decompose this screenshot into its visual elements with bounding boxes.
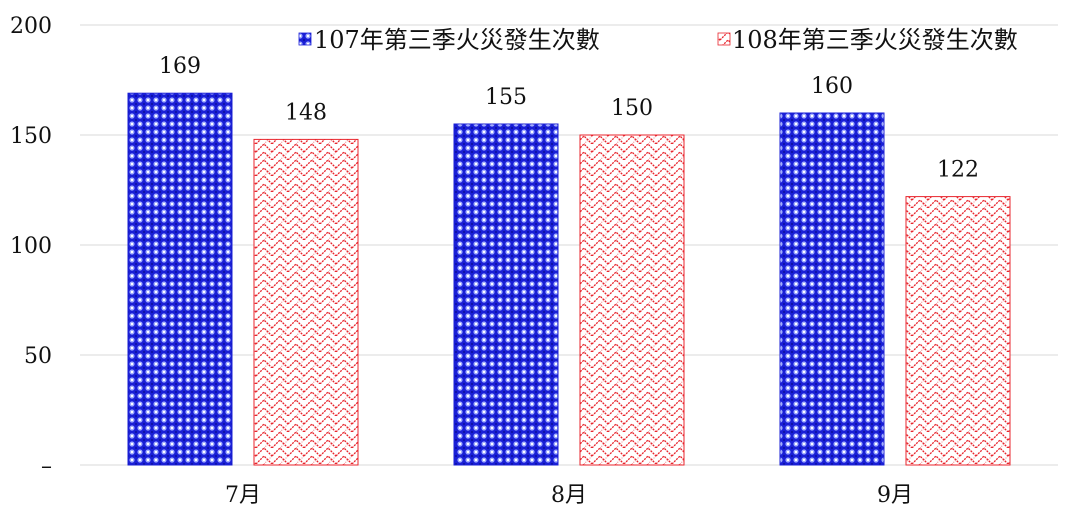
bars [127, 92, 1011, 466]
legend-item-107: 107年第三季火災發生次數 [298, 26, 600, 54]
y-tick-label: 100 [10, 234, 52, 259]
bar-108-1 [253, 138, 359, 466]
bar-108-3 [905, 196, 1011, 466]
x-tick-label: 9月 [877, 483, 913, 508]
x-tick-label: 8月 [551, 483, 587, 508]
data-label: 148 [285, 100, 327, 125]
y-axis: – 50 100 150 200 [10, 14, 52, 479]
legend-label-108: 108年第三季火災發生次數 [732, 26, 1018, 54]
data-label: 155 [485, 85, 527, 110]
legend: 107年第三季火災發生次數 108年第三季火災發生次數 [298, 26, 1018, 54]
y-tick-label: 150 [10, 124, 52, 149]
bar-108-2 [579, 134, 685, 466]
bar-107-2 [453, 123, 559, 466]
legend-swatch-107 [298, 32, 312, 46]
bar-107-1 [127, 92, 233, 466]
legend-label-107: 107年第三季火災發生次數 [314, 26, 600, 54]
legend-item-108: 108年第三季火災發生次數 [717, 26, 1018, 54]
data-label: 169 [159, 54, 201, 79]
gridlines [80, 24, 1058, 466]
data-label: 150 [611, 96, 653, 121]
data-label: 122 [937, 158, 979, 183]
x-tick-label: 7月 [225, 483, 261, 508]
y-tick-label: 200 [10, 14, 52, 39]
legend-swatch-108 [717, 32, 731, 46]
x-axis: 7月 8月 9月 [225, 483, 913, 508]
y-tick-label: – [41, 454, 52, 479]
data-labels: 169 148 155 150 160 122 [159, 54, 979, 182]
bar-107-3 [779, 112, 885, 466]
data-label: 160 [811, 74, 853, 99]
y-tick-label: 50 [24, 344, 52, 369]
